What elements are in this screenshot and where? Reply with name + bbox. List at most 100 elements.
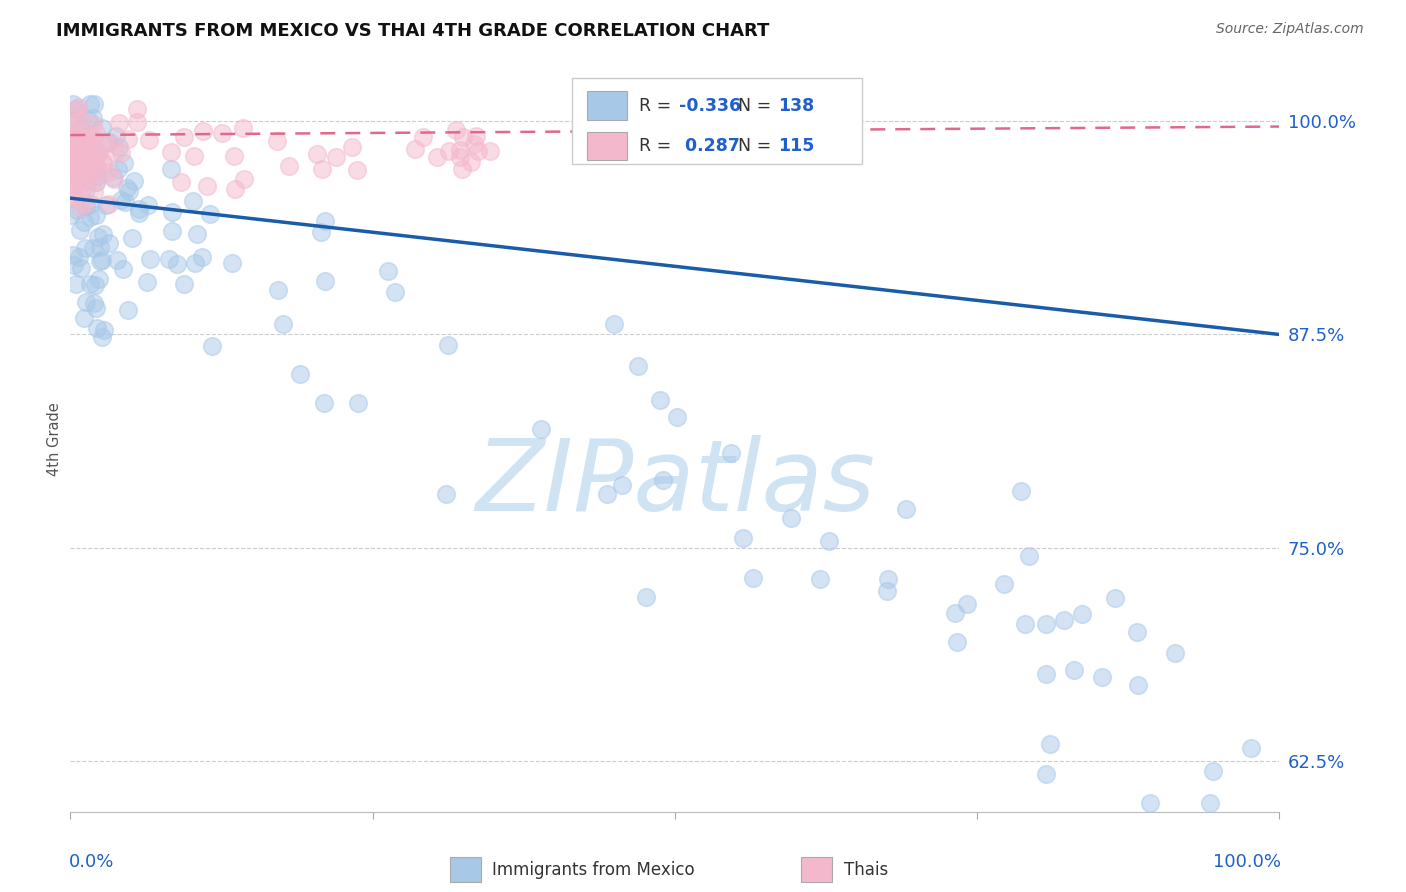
Text: Thais: Thais <box>844 861 887 879</box>
Point <box>84 175 107 189</box>
Point <box>67 152 90 166</box>
Point <box>76 156 98 170</box>
Point <box>288 367 311 381</box>
Point <box>69 223 91 237</box>
Point <box>139 252 162 267</box>
Point <box>993 576 1015 591</box>
Point <box>315 274 337 288</box>
Point <box>201 339 224 353</box>
Text: 138: 138 <box>778 96 814 115</box>
Point <box>82 241 104 255</box>
Point <box>63 258 86 272</box>
Point <box>62 130 84 145</box>
Point <box>463 137 485 152</box>
Point <box>66 103 89 117</box>
Point <box>127 114 149 128</box>
Point <box>73 150 96 164</box>
Point <box>83 295 105 310</box>
Point <box>159 252 181 267</box>
Point <box>70 150 93 164</box>
Point <box>70 150 93 164</box>
Point <box>98 135 121 149</box>
Point <box>97 135 120 149</box>
Point <box>79 164 101 178</box>
Point <box>75 195 97 210</box>
Point <box>404 142 426 156</box>
Point <box>65 116 87 130</box>
Point <box>314 214 336 228</box>
Point <box>79 197 101 211</box>
Point <box>278 160 301 174</box>
Point <box>160 205 183 219</box>
Point <box>309 226 332 240</box>
Point <box>97 165 120 179</box>
Point <box>530 422 553 436</box>
Point <box>63 172 86 186</box>
Point <box>69 200 91 214</box>
Point <box>86 161 108 176</box>
Point <box>65 277 87 291</box>
Point <box>76 154 98 169</box>
Text: R =: R = <box>638 136 676 155</box>
Point <box>1035 617 1057 632</box>
Point <box>91 227 114 241</box>
Point <box>76 171 98 186</box>
Point <box>63 147 86 161</box>
Point <box>118 185 141 199</box>
Point <box>311 162 333 177</box>
Point <box>610 478 633 492</box>
Point <box>191 250 214 264</box>
Point <box>222 149 245 163</box>
Point <box>464 128 486 143</box>
Text: N =: N = <box>738 136 776 155</box>
Point <box>107 161 129 176</box>
Point <box>86 149 108 163</box>
Point <box>170 175 193 189</box>
Point <box>110 145 132 160</box>
Text: 0.0%: 0.0% <box>69 853 114 871</box>
Point <box>84 301 107 315</box>
Point <box>69 130 91 145</box>
Bar <box>586 132 627 160</box>
Point <box>195 179 218 194</box>
Point <box>596 487 619 501</box>
FancyBboxPatch shape <box>572 78 862 164</box>
Bar <box>586 92 627 120</box>
Point <box>96 198 118 212</box>
Point <box>84 208 107 222</box>
Point <box>90 121 112 136</box>
Point <box>91 155 114 169</box>
Point <box>62 190 84 204</box>
Point <box>808 572 831 586</box>
Point <box>117 132 139 146</box>
Point <box>956 597 979 611</box>
Point <box>1125 624 1147 639</box>
Point <box>98 236 121 251</box>
Point <box>86 144 108 158</box>
Text: -0.336: -0.336 <box>679 96 741 115</box>
Point <box>1010 484 1032 499</box>
Point <box>79 140 101 154</box>
Point <box>136 275 159 289</box>
Point <box>59 143 82 157</box>
Point <box>75 182 97 196</box>
Text: 115: 115 <box>778 136 814 155</box>
Point <box>1198 796 1220 810</box>
Point <box>325 150 347 164</box>
Point <box>87 272 110 286</box>
Point <box>943 606 966 620</box>
Point <box>77 129 100 144</box>
Point <box>63 145 86 160</box>
Point <box>63 137 86 152</box>
Point <box>70 145 93 159</box>
Point <box>67 250 90 264</box>
Point <box>69 164 91 178</box>
Point <box>467 144 489 158</box>
Point <box>66 169 89 183</box>
Point <box>449 143 471 157</box>
Point <box>108 140 131 154</box>
Point <box>59 152 82 166</box>
Point <box>77 169 100 184</box>
Point <box>1018 549 1040 563</box>
Point <box>82 111 104 125</box>
